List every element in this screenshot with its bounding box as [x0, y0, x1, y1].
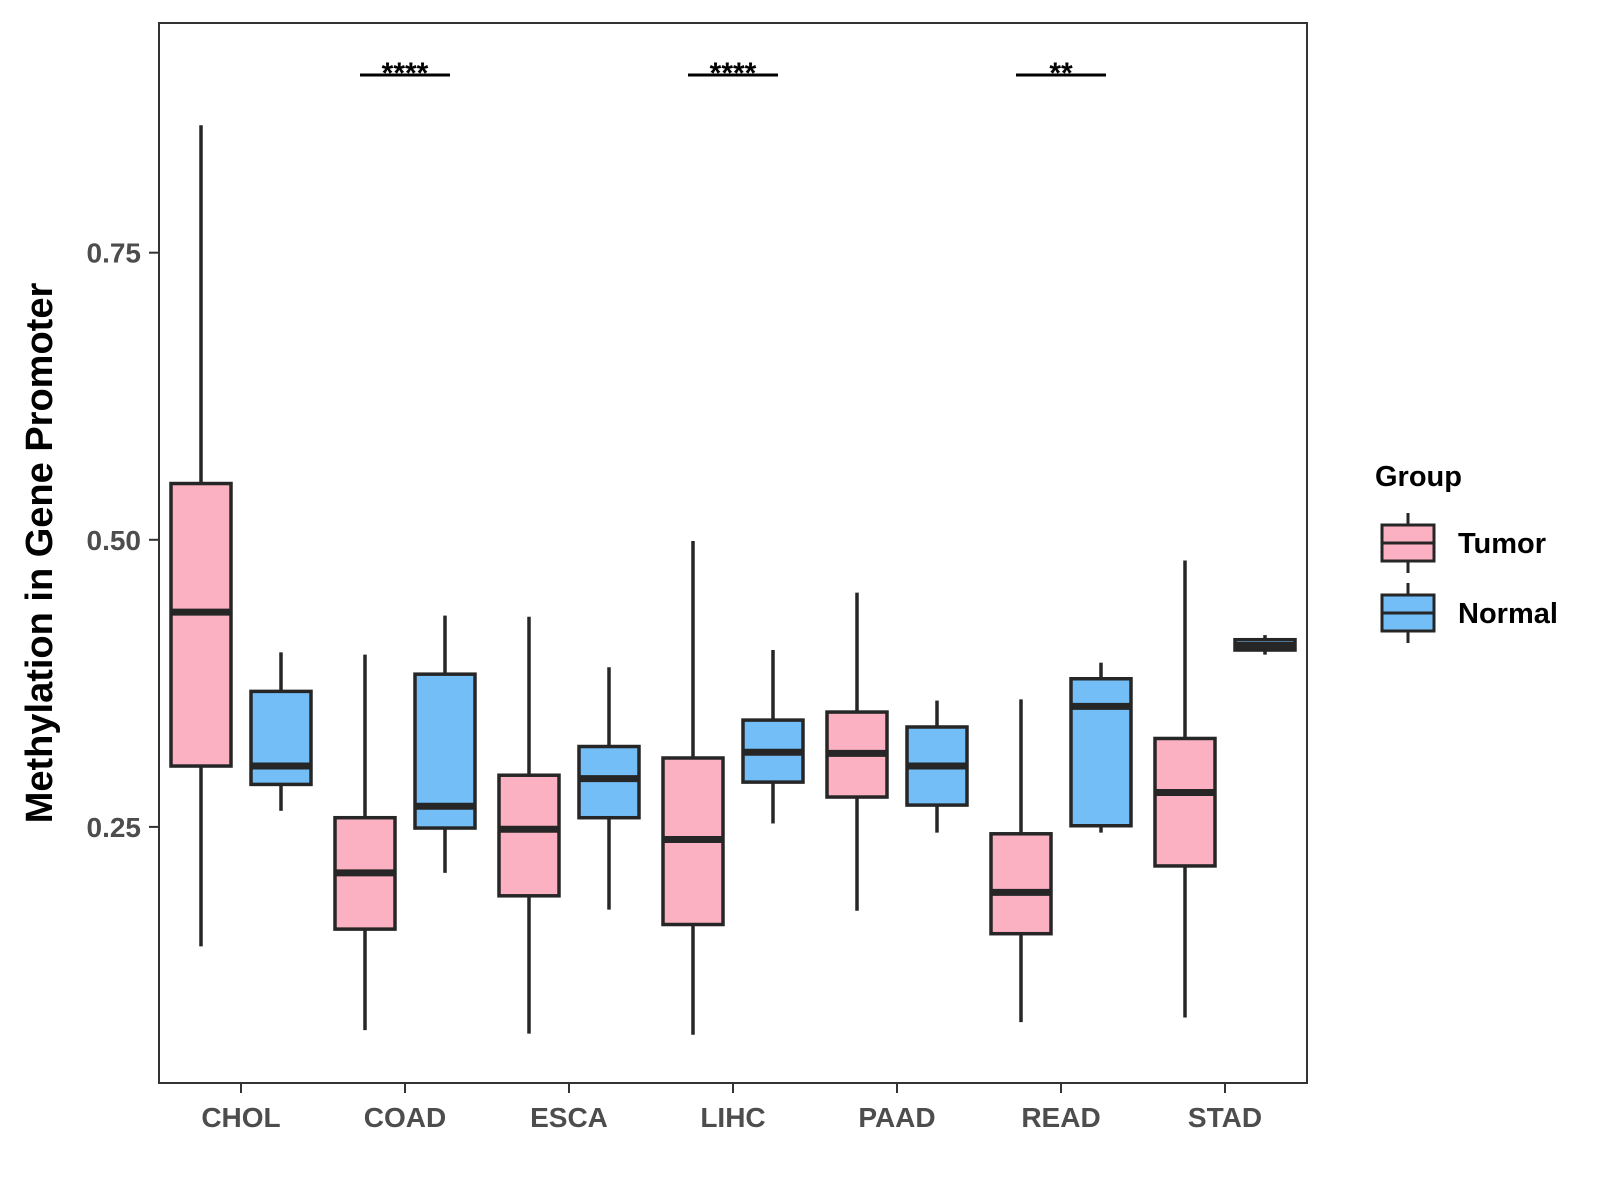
x-tick-label: PAAD	[858, 1102, 935, 1133]
x-tick-label: LIHC	[700, 1102, 765, 1133]
box-normal-chol	[249, 652, 313, 811]
box-tumor-read	[989, 699, 1053, 1023]
box-body	[1069, 677, 1133, 828]
box-normal-esca	[577, 667, 641, 910]
plot-panel	[158, 22, 1308, 1084]
y-tick-label: 0.25	[87, 812, 142, 843]
box-body	[413, 672, 477, 830]
x-tick-label: STAD	[1188, 1102, 1262, 1133]
box-body	[169, 481, 233, 768]
box-normal-lihc	[741, 650, 805, 824]
x-tick-label: READ	[1021, 1102, 1100, 1133]
box-normal-paad	[905, 700, 969, 833]
box-tumor-chol	[169, 125, 233, 947]
significance-label: ****	[710, 57, 757, 90]
legend-entry-normal: Normal	[1380, 583, 1558, 643]
y-axis: 0.25 0.50 0.75	[87, 238, 159, 843]
x-tick-label: CHOL	[201, 1102, 280, 1133]
box-tumor-esca	[497, 616, 561, 1034]
significance-label: **	[1049, 57, 1073, 90]
significance-annotations: **** **** **	[360, 57, 1106, 90]
y-axis-title: Methylation in Gene Promoter	[19, 283, 61, 824]
box-normal-coad	[413, 615, 477, 873]
boxplot-series	[169, 125, 1297, 1035]
box-body	[989, 832, 1053, 936]
box-normal-read	[1069, 662, 1133, 833]
legend: Group Tumor Normal	[1375, 461, 1558, 643]
box-body	[249, 689, 313, 787]
legend-title: Group	[1375, 461, 1462, 493]
legend-label: Tumor	[1458, 528, 1546, 560]
significance-label: ****	[382, 57, 429, 90]
x-tick-label: ESCA	[530, 1102, 608, 1133]
box-tumor-paad	[825, 592, 889, 911]
box-tumor-lihc	[661, 540, 725, 1035]
box-body	[497, 773, 561, 898]
box-tumor-coad	[333, 654, 397, 1031]
box-tumor-stad	[1153, 560, 1217, 1018]
box-body	[1153, 736, 1217, 868]
y-tick-label: 0.75	[87, 238, 142, 269]
y-tick-label: 0.50	[87, 525, 142, 556]
x-tick-label: COAD	[364, 1102, 446, 1133]
box-normal-stad	[1233, 635, 1297, 655]
legend-entry-tumor: Tumor	[1380, 513, 1546, 573]
x-axis: CHOL COAD ESCA LIHC PAAD READ STAD	[201, 1083, 1262, 1133]
legend-label: Normal	[1458, 598, 1558, 630]
